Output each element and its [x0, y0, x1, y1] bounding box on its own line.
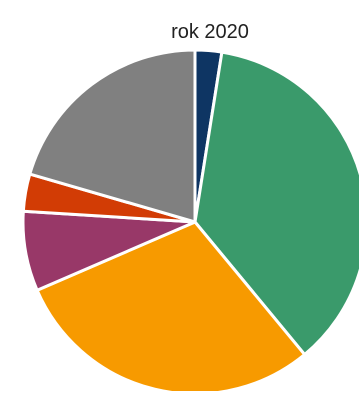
pie-slice-6	[28, 48, 197, 224]
pie-slices	[21, 48, 359, 396]
pie-slice-3	[35, 220, 307, 396]
chart-title: rok 2020	[171, 21, 249, 43]
pie-slice-2	[193, 50, 359, 357]
